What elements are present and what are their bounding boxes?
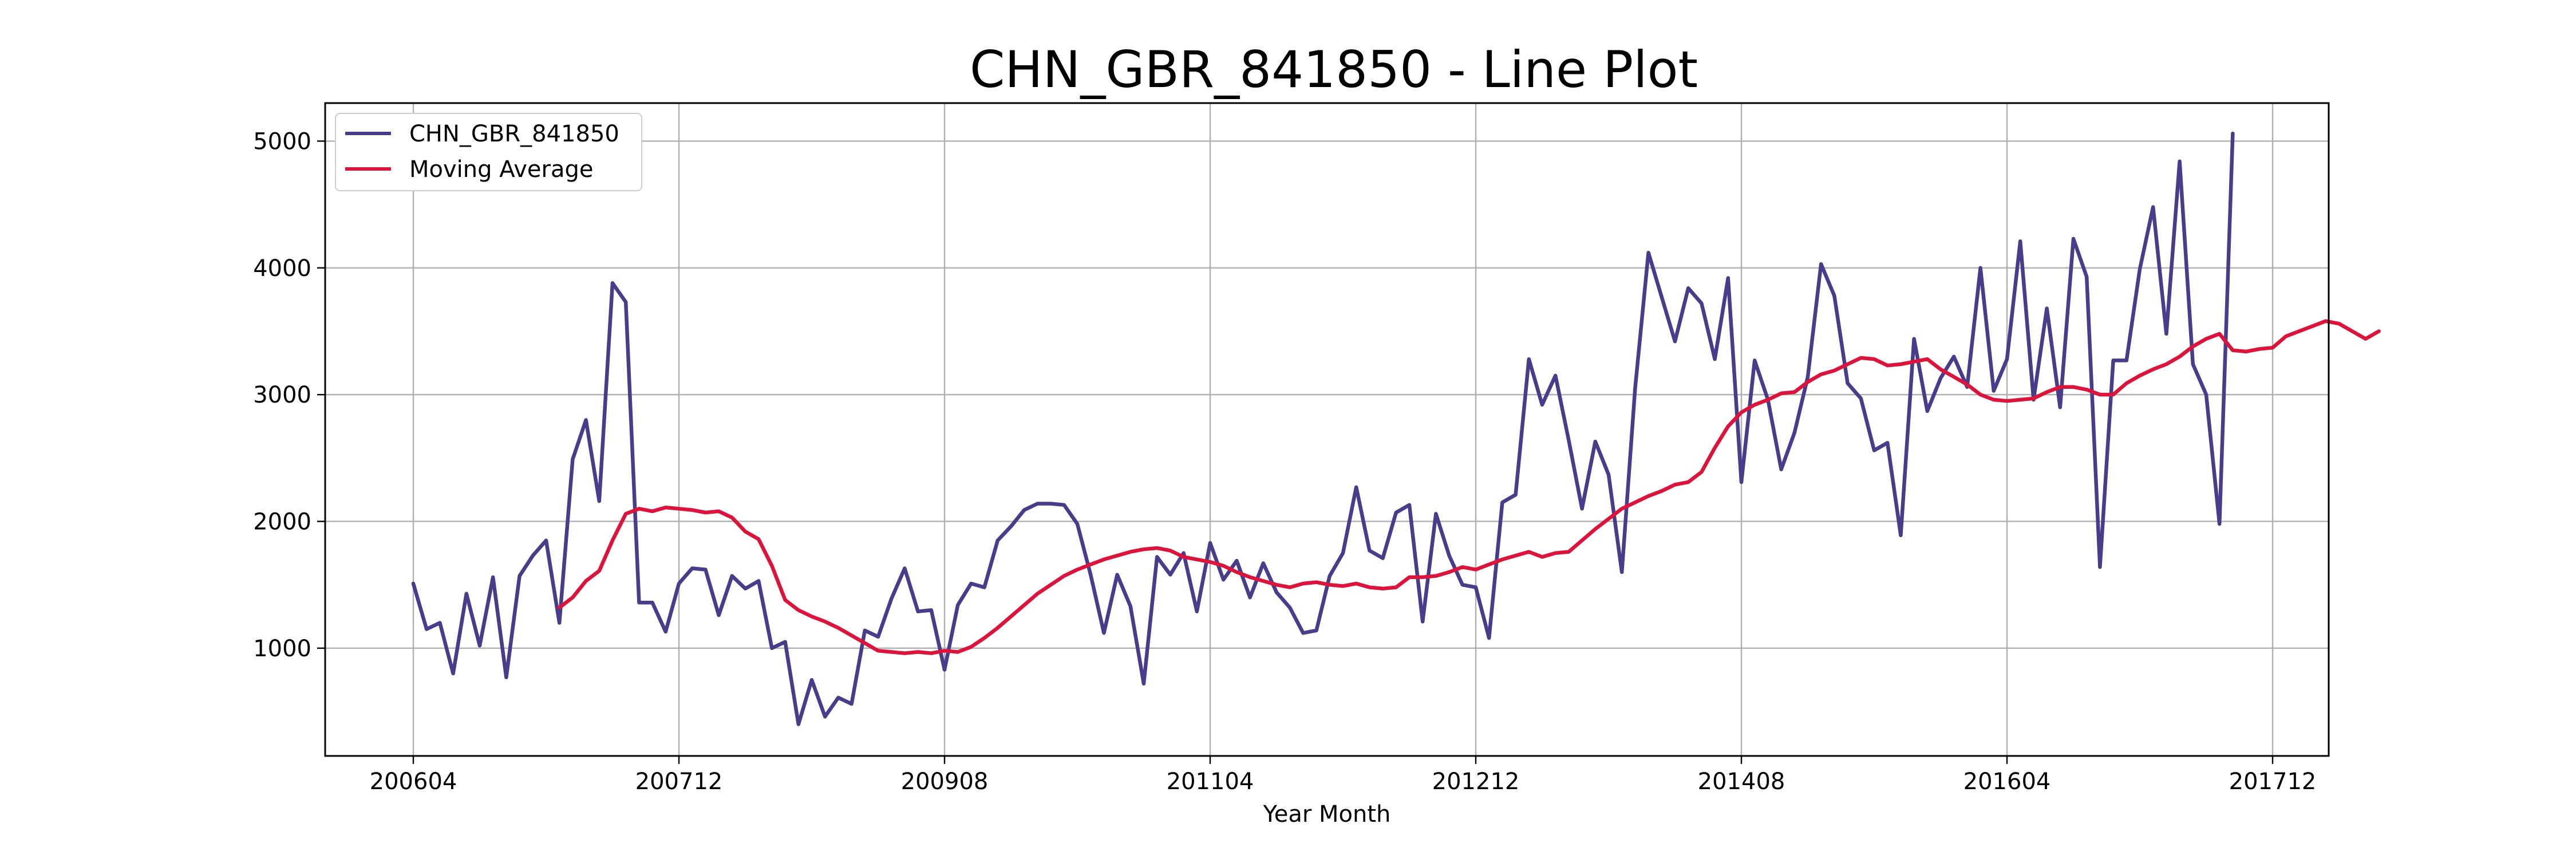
x-tick-label: 201604 xyxy=(1963,769,2051,795)
y-tick-label: 5000 xyxy=(253,128,311,155)
axis-ticks: 200604 200712 200908 201104 201212 201408 2016… xyxy=(253,128,2316,795)
x-tick-label: 201408 xyxy=(1698,769,1785,795)
x-tick-label: 201104 xyxy=(1167,769,1254,795)
x-tick-label: 200712 xyxy=(635,769,723,795)
grid-lines xyxy=(325,103,2329,756)
legend-box xyxy=(335,113,642,191)
legend: CHN_GBR_841850 Moving Average xyxy=(335,113,642,191)
legend-label-moving-average: Moving Average xyxy=(409,156,593,183)
x-tick-label: 201212 xyxy=(1432,769,1520,795)
plot-area-frame xyxy=(324,102,2330,757)
series-line-moving-average xyxy=(557,319,2381,655)
y-tick-label: 2000 xyxy=(253,509,311,535)
y-tick-label: 3000 xyxy=(253,382,311,408)
y-tick-label: 4000 xyxy=(253,255,311,282)
y-tick-label: 1000 xyxy=(253,636,311,662)
x-tick-label: 200604 xyxy=(370,769,457,795)
series-line-chn-gbr-841850 xyxy=(411,131,2235,726)
series-lines xyxy=(411,131,2381,726)
x-tick-label: 201712 xyxy=(2229,769,2317,795)
x-tick-label: 200908 xyxy=(901,769,989,795)
x-axis-label: Year Month xyxy=(1263,801,1391,828)
legend-label-series: CHN_GBR_841850 xyxy=(409,121,619,147)
chart-title: CHN_GBR_841850 - Line Plot xyxy=(970,40,1698,99)
